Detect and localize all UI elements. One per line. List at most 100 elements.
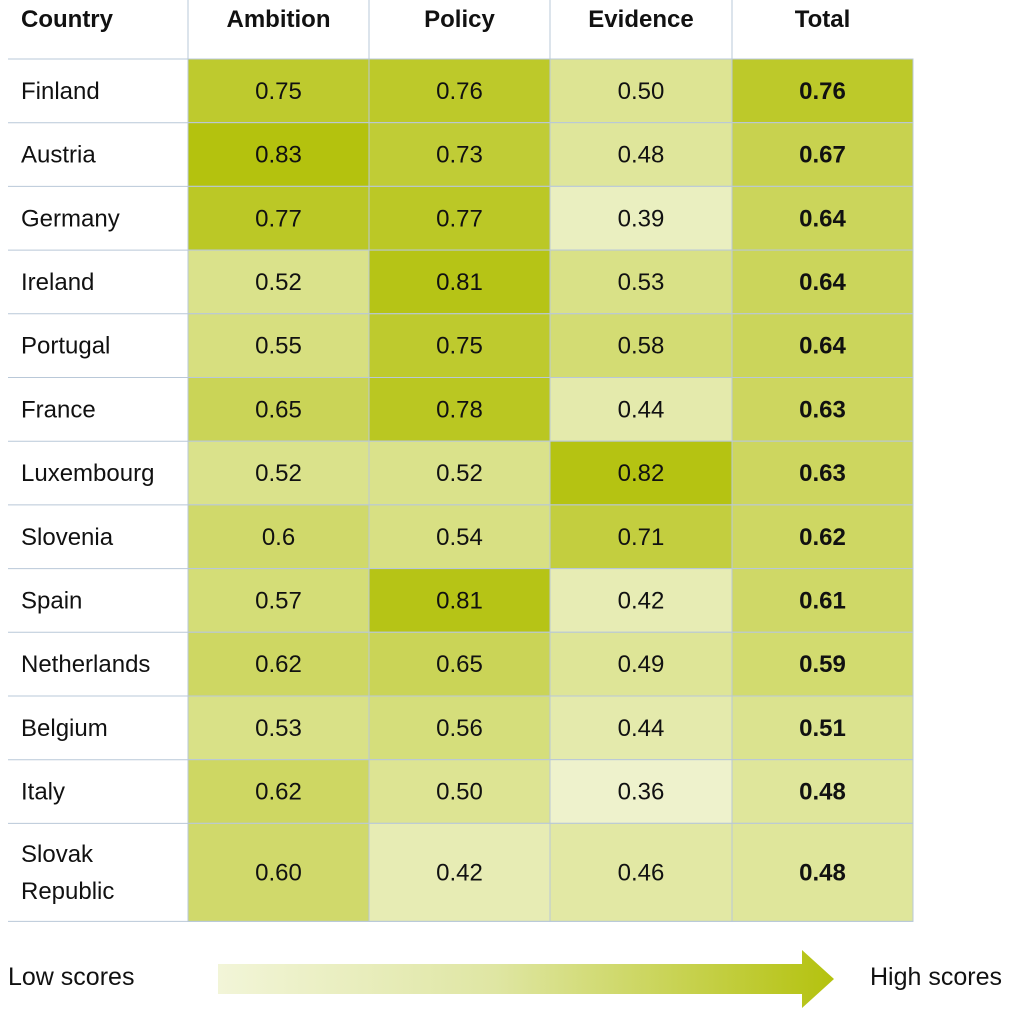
cell-value-evidence: 0.36 xyxy=(618,779,665,806)
cell-value-total: 0.48 xyxy=(799,859,846,886)
country-label: Belgium xyxy=(21,715,108,742)
heat-cell-total xyxy=(731,631,914,697)
cell-value-policy: 0.42 xyxy=(436,859,483,886)
heat-cell-total xyxy=(731,122,914,187)
country-label: Finland xyxy=(21,78,100,105)
heat-cell-ambition xyxy=(187,377,370,442)
heat-cell-total xyxy=(731,822,914,922)
heat-cell-evidence xyxy=(549,568,733,633)
cell-value-total: 0.64 xyxy=(799,269,846,296)
heat-cell-evidence xyxy=(549,58,733,124)
legend-low-label: Low scores xyxy=(8,963,135,991)
heat-cell-policy xyxy=(368,249,551,315)
cell-value-evidence: 0.42 xyxy=(618,587,665,614)
heat-cell-ambition xyxy=(187,440,370,506)
heat-cell-ambition xyxy=(187,249,370,315)
cell-value-total: 0.63 xyxy=(799,396,846,423)
heat-cell-evidence xyxy=(549,313,733,378)
cell-value-total: 0.48 xyxy=(799,779,846,806)
column-header-total: Total xyxy=(795,6,851,33)
cell-value-evidence: 0.53 xyxy=(618,269,665,296)
heat-cell-evidence xyxy=(549,185,733,251)
heat-cell-ambition xyxy=(187,504,370,570)
cell-value-evidence: 0.46 xyxy=(618,859,665,886)
cell-value-ambition: 0.65 xyxy=(255,396,302,423)
column-header-evidence: Evidence xyxy=(588,6,693,33)
heat-cell-ambition xyxy=(187,759,370,824)
heat-cell-total xyxy=(731,249,914,315)
heat-cell-total xyxy=(731,185,914,251)
heat-cell-policy xyxy=(368,313,551,378)
cell-value-ambition: 0.77 xyxy=(255,205,302,232)
country-label: Italy xyxy=(21,779,65,806)
cell-value-ambition: 0.83 xyxy=(255,142,302,169)
cell-value-policy: 0.50 xyxy=(436,779,483,806)
cell-value-total: 0.64 xyxy=(799,333,846,360)
cell-value-ambition: 0.53 xyxy=(255,715,302,742)
cell-value-total: 0.63 xyxy=(799,460,846,487)
country-label: Germany xyxy=(21,205,120,232)
cell-value-ambition: 0.60 xyxy=(255,859,302,886)
heat-cell-evidence xyxy=(549,377,733,442)
country-label: Austria xyxy=(21,142,96,169)
heat-cell-policy xyxy=(368,822,551,922)
cell-value-ambition: 0.52 xyxy=(255,269,302,296)
column-header-policy: Policy xyxy=(424,6,495,33)
column-header-country: Country xyxy=(21,6,114,33)
heat-cell-policy xyxy=(368,185,551,251)
heat-cell-evidence xyxy=(549,440,733,506)
heat-cell-ambition xyxy=(187,695,370,761)
legend-high-label: High scores xyxy=(870,963,1002,991)
cell-value-policy: 0.78 xyxy=(436,396,483,423)
cell-value-ambition: 0.55 xyxy=(255,333,302,360)
cell-value-policy: 0.52 xyxy=(436,460,483,487)
heat-cell-policy xyxy=(368,377,551,442)
cell-value-total: 0.51 xyxy=(799,715,846,742)
heat-cell-evidence xyxy=(549,249,733,315)
cell-value-ambition: 0.75 xyxy=(255,78,302,105)
country-label: Slovak xyxy=(21,841,94,868)
cell-value-total: 0.76 xyxy=(799,78,846,105)
cell-value-total: 0.59 xyxy=(799,651,846,678)
country-label: Portugal xyxy=(21,333,110,360)
heat-cell-ambition xyxy=(187,122,370,187)
heat-cell-total xyxy=(731,377,914,442)
heatmap-table: Country Ambition Policy Evidence Total 0.75 0.… xyxy=(8,0,914,922)
cell-value-ambition: 0.6 xyxy=(262,524,295,551)
heat-cell-total xyxy=(731,58,914,124)
legend-gradient-arrow xyxy=(218,950,834,1008)
cell-value-evidence: 0.44 xyxy=(618,396,665,423)
cell-value-policy: 0.81 xyxy=(436,269,483,296)
heat-cell-total xyxy=(731,568,914,633)
heat-cell-evidence xyxy=(549,759,733,824)
cell-value-total: 0.67 xyxy=(799,142,846,169)
country-label: Ireland xyxy=(21,269,94,296)
heat-cell-total xyxy=(731,504,914,570)
cell-value-policy: 0.65 xyxy=(436,651,483,678)
cell-value-ambition: 0.52 xyxy=(255,460,302,487)
cell-value-evidence: 0.49 xyxy=(618,651,665,678)
heat-cell-total xyxy=(731,440,914,506)
cell-value-evidence: 0.50 xyxy=(618,78,665,105)
cell-value-evidence: 0.82 xyxy=(618,460,665,487)
country-label: Slovenia xyxy=(21,524,114,551)
country-label: Republic xyxy=(21,878,114,905)
column-header-ambition: Ambition xyxy=(227,6,331,33)
heat-cell-evidence xyxy=(549,822,733,922)
heat-cell-policy xyxy=(368,440,551,506)
heat-cell-total xyxy=(731,759,914,824)
cell-value-total: 0.62 xyxy=(799,524,846,551)
cell-value-policy: 0.77 xyxy=(436,205,483,232)
cell-value-ambition: 0.62 xyxy=(255,651,302,678)
country-label: Luxembourg xyxy=(21,460,154,487)
cell-value-policy: 0.75 xyxy=(436,333,483,360)
heat-cell-ambition xyxy=(187,313,370,378)
heat-cell-evidence xyxy=(549,504,733,570)
cell-value-evidence: 0.48 xyxy=(618,142,665,169)
cell-value-policy: 0.81 xyxy=(436,587,483,614)
heat-cell-policy xyxy=(368,122,551,187)
country-label: Spain xyxy=(21,587,82,614)
cell-value-evidence: 0.71 xyxy=(618,524,665,551)
heat-cell-ambition xyxy=(187,58,370,124)
cell-value-evidence: 0.44 xyxy=(618,715,665,742)
